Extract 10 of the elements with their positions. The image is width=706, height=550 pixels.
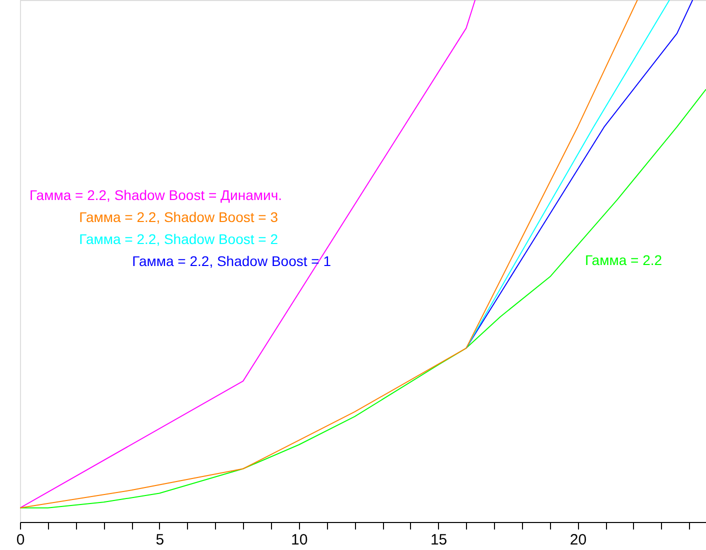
text: Гамма = 2.2, Shadow Boost = Динамич. [30, 187, 282, 203]
x-tick-label: 15 [430, 532, 448, 548]
text: Гамма = 2.2, Shadow Boost = 1 [132, 253, 332, 269]
x-tick-label: 20 [570, 532, 587, 548]
x-tick-label: 10 [291, 532, 308, 548]
series-label: Гамма = 2.2 [585, 252, 662, 268]
text: Гамма = 2.2, Shadow Boost = 3 [79, 209, 278, 225]
x-tick-label: 0 [16, 532, 25, 548]
x-tick-label: 5 [156, 532, 164, 548]
text: Гамма = 2.2, Shadow Boost = 2 [79, 231, 278, 247]
